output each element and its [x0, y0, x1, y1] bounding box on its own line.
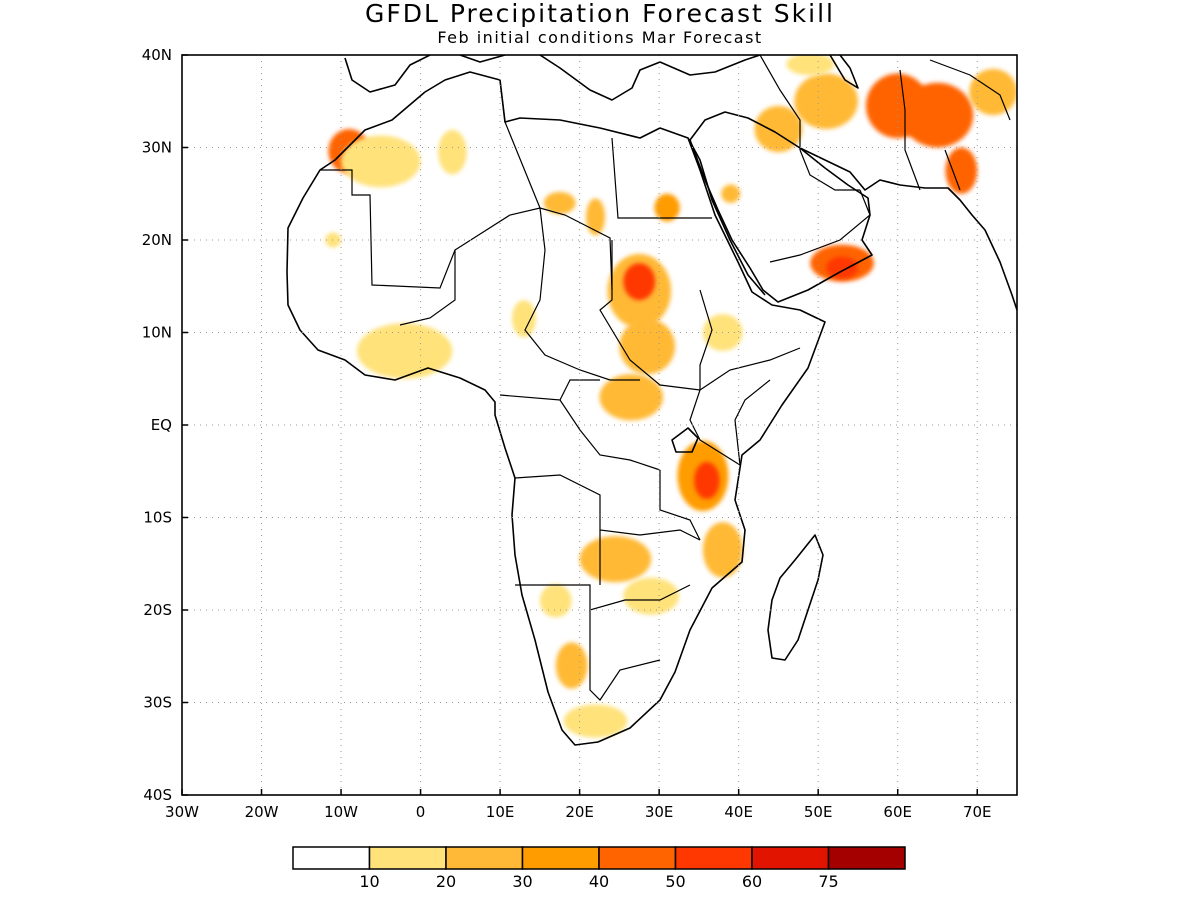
skill-region-16	[702, 522, 743, 578]
x-tick-label: 30E	[645, 803, 674, 821]
skill-region-1	[341, 135, 421, 188]
colorbar-swatch-4	[598, 846, 677, 870]
y-tick-label: 10N	[142, 324, 172, 342]
skill-region-10	[599, 374, 664, 421]
map-title: GFDL Precipitation Forecast Skill	[364, 0, 835, 28]
skill-region-30	[786, 55, 835, 76]
madagascar-coastline	[767, 534, 824, 661]
skill-region-27	[945, 147, 978, 194]
skill-region-18	[623, 577, 680, 615]
skill-region-3	[543, 191, 576, 215]
skill-region-31	[969, 68, 1017, 116]
skill-region-5	[654, 193, 680, 222]
skill-region-23	[826, 256, 858, 279]
lake-victoria	[671, 427, 699, 453]
longitude-ticks: 30W 20W 10W 0 10E 20E 30E 40E 50E 60E 70E	[165, 789, 992, 821]
x-tick-label: 50E	[804, 803, 833, 821]
skill-region-19	[539, 584, 572, 618]
y-tick-label: 20N	[142, 231, 172, 249]
skill-region-12	[356, 323, 453, 379]
colorbar-swatch-1	[368, 846, 447, 870]
colorbar: 10 20 30 40 50 60 75	[292, 846, 906, 891]
skill-region-17	[579, 536, 652, 583]
map-subtitle: Feb initial conditions Mar Forecast	[437, 28, 763, 47]
y-tick-label: 30N	[142, 139, 172, 157]
x-tick-label: 70E	[963, 803, 992, 821]
plot-frame	[181, 54, 1018, 796]
colorbar-label: 75	[818, 872, 838, 891]
lat-lon-grid	[182, 55, 1017, 795]
colorbar-label: 20	[436, 872, 456, 891]
asia-coastline	[799, 147, 1017, 311]
skill-region-2	[438, 129, 467, 175]
x-tick-label: 0	[416, 803, 426, 821]
y-tick-label: 40N	[142, 46, 172, 64]
x-tick-label: 40E	[724, 803, 753, 821]
x-tick-label: 60E	[883, 803, 912, 821]
caspian-coastline	[829, 55, 859, 89]
skill-region-9	[619, 318, 676, 375]
colorbar-label: 60	[742, 872, 762, 891]
colorbar-swatch-0	[292, 846, 371, 870]
skill-region-28	[754, 105, 803, 153]
skill-region-11	[512, 300, 536, 338]
colorbar-label: 50	[665, 872, 685, 891]
skill-region-4	[585, 198, 606, 236]
arabia-coastline	[689, 111, 873, 303]
y-tick-label: 40S	[143, 786, 172, 804]
y-tick-label: 20S	[143, 601, 172, 619]
africa-coastline	[286, 71, 826, 746]
colorbar-label: 40	[589, 872, 609, 891]
skill-region-8	[623, 263, 656, 301]
skill-region-24	[794, 73, 858, 129]
skill-region-20	[555, 642, 588, 689]
skill-region-21	[563, 704, 628, 738]
skill-region-6	[325, 232, 342, 248]
latitude-ticks: 40N 30N 20N 10N EQ 10S 20S 30S 40S	[142, 46, 188, 804]
colorbar-label: 30	[512, 872, 532, 891]
y-tick-label: 30S	[143, 694, 172, 712]
colorbar-swatch-2	[445, 846, 524, 870]
x-tick-label: 10E	[486, 803, 515, 821]
y-tick-label: EQ	[151, 416, 172, 434]
skill-region-26	[901, 82, 974, 148]
skill-shading	[325, 55, 1017, 738]
skill-region-29	[721, 184, 741, 203]
y-tick-label: 10S	[143, 509, 172, 527]
europe-coastline	[344, 55, 761, 101]
skill-region-15	[694, 462, 720, 499]
x-tick-label: 10W	[324, 803, 358, 821]
x-tick-label: 20E	[565, 803, 594, 821]
colorbar-swatch-6	[751, 846, 830, 870]
colorbar-swatch-3	[521, 846, 600, 870]
red-sea-coastline	[687, 137, 766, 296]
country-borders	[320, 55, 1011, 701]
coastlines	[286, 55, 1017, 746]
x-tick-label: 30W	[165, 803, 199, 821]
colorbar-swatch-5	[674, 846, 753, 870]
x-tick-label: 20W	[245, 803, 279, 821]
colorbar-label: 10	[359, 872, 379, 891]
colorbar-swatch-7	[827, 846, 906, 870]
